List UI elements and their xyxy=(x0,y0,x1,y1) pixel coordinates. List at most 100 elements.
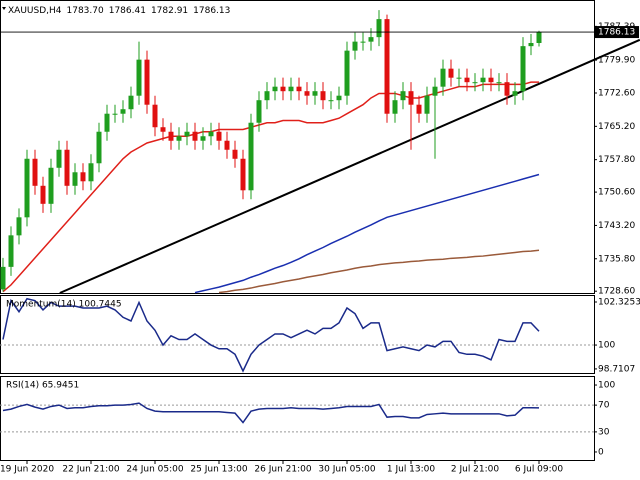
candle-body xyxy=(368,37,374,42)
y-tick-label: 1779.90 xyxy=(598,56,635,66)
trendline xyxy=(59,38,640,294)
ohlc-value: 1786.41 xyxy=(109,6,146,16)
ohlc-value: 1782.91 xyxy=(151,6,188,16)
candle-body xyxy=(336,95,342,101)
y-tick-label: 70 xyxy=(598,401,610,411)
candle-body xyxy=(208,131,214,137)
candle-body xyxy=(456,77,462,79)
x-tick-label: 24 Jun 05:00 xyxy=(126,465,183,475)
main-frame xyxy=(0,0,595,294)
x-tick-label: 19 Jun 2020 xyxy=(0,465,54,475)
candle-body xyxy=(384,19,390,114)
rsi-frame xyxy=(0,376,595,461)
candle-body xyxy=(360,41,366,43)
x-tick-label: 1 Jul 13:00 xyxy=(387,465,436,475)
indicator-title: Momentum(14) 100.7445 xyxy=(6,300,122,310)
price-tag xyxy=(595,26,639,39)
candle-body xyxy=(160,127,166,132)
candle-body xyxy=(64,149,70,186)
candle-body xyxy=(288,86,294,92)
candle-body xyxy=(480,77,486,83)
candle-body xyxy=(520,46,526,92)
candle-body xyxy=(112,113,118,115)
candle-body xyxy=(296,86,302,92)
x-tick-label: 30 Jun 05:00 xyxy=(318,465,375,475)
header: XAUUSD,H4 1783.70 1786.41 1782.91 1786.13 xyxy=(8,6,230,16)
candle-body xyxy=(264,91,270,101)
y-tick-label: 1743.20 xyxy=(598,221,635,231)
candle-body xyxy=(248,122,254,191)
candle-body xyxy=(488,77,494,83)
candle-body xyxy=(40,185,46,204)
y-tick-label: 100 xyxy=(598,381,615,391)
candle-body xyxy=(512,91,518,96)
candle-body xyxy=(144,59,150,105)
candle-body xyxy=(32,158,38,186)
candle-body xyxy=(216,131,222,141)
candle-body xyxy=(528,42,534,47)
candle-body xyxy=(88,163,94,182)
y-tick-label: 102.3253 xyxy=(598,298,640,308)
moving-average xyxy=(218,249,540,294)
candle-body xyxy=(312,91,318,96)
y-tick-label: 30 xyxy=(598,427,610,437)
candle-body xyxy=(8,235,14,267)
y-tick-label: 1728.60 xyxy=(598,287,635,297)
y-tick-label: 1735.80 xyxy=(598,254,635,264)
candle-body xyxy=(136,59,142,96)
candle-body xyxy=(416,104,422,114)
candle-body xyxy=(24,158,30,218)
indicator-line xyxy=(2,402,540,424)
y-tick-label: 1765.20 xyxy=(598,122,635,132)
candle-body xyxy=(408,91,414,105)
candle-body xyxy=(440,68,446,87)
y-tick-label: 1750.60 xyxy=(598,188,635,198)
moving-average xyxy=(194,173,540,294)
candle-body xyxy=(240,158,246,191)
candle-body xyxy=(200,136,206,141)
candle-body xyxy=(232,149,238,159)
x-tick-label: 26 Jun 21:00 xyxy=(254,465,311,475)
candle-body xyxy=(176,136,182,141)
candle-body xyxy=(152,104,158,128)
candle-body xyxy=(320,91,326,101)
header-arrow xyxy=(2,7,6,10)
candle-body xyxy=(496,82,502,84)
candle-body xyxy=(464,77,470,83)
indicator-title: RSI(14) 65.9451 xyxy=(6,381,79,391)
candle-body xyxy=(272,86,278,92)
candle-body xyxy=(448,68,454,78)
candle-body xyxy=(424,95,430,114)
candle-body xyxy=(120,109,126,114)
x-tick-label: 2 Jul 21:00 xyxy=(451,465,500,475)
candle-body xyxy=(80,172,86,182)
y-tick-label: 0 xyxy=(598,447,604,457)
momentum-frame xyxy=(0,295,595,374)
candle-body xyxy=(304,91,310,96)
candle-body xyxy=(432,86,438,96)
candle-body xyxy=(48,167,54,204)
x-tick-label: 22 Jun 21:00 xyxy=(62,465,119,475)
candle-body xyxy=(536,32,542,43)
candle-body xyxy=(16,217,22,236)
indicator-line xyxy=(2,297,540,373)
moving-average xyxy=(2,81,539,293)
candle-body xyxy=(72,172,78,186)
candle-body xyxy=(224,140,230,150)
y-tick-label: 1772.60 xyxy=(598,88,635,98)
ohlc-value: 1786.13 xyxy=(193,6,230,16)
x-tick-label: 6 Jul 09:00 xyxy=(515,465,564,475)
candle-body xyxy=(184,131,190,137)
candle-body xyxy=(472,82,478,84)
candle-body xyxy=(280,86,286,92)
candle-body xyxy=(96,131,102,164)
candle-body xyxy=(256,100,262,123)
candle-body xyxy=(104,113,110,132)
y-tick-label: 100 xyxy=(598,341,615,351)
symbol: XAUUSD,H4 xyxy=(8,6,62,16)
candle-body xyxy=(168,131,174,141)
candle-body xyxy=(56,149,62,168)
candle-body xyxy=(0,266,6,290)
y-tick-label: 98.7107 xyxy=(598,364,635,374)
